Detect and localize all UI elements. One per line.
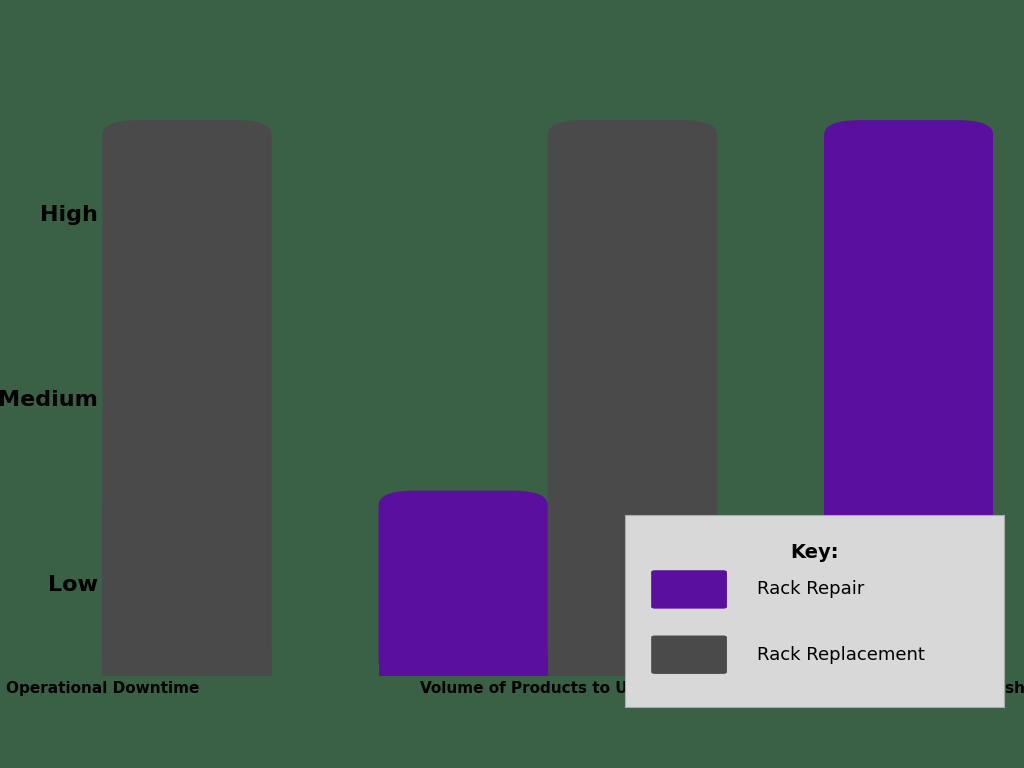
Bar (824, 654, 993, 676)
FancyBboxPatch shape (993, 306, 1024, 676)
Text: Key:: Key: (790, 544, 839, 562)
Text: Rack Replacement: Rack Replacement (758, 646, 925, 664)
FancyBboxPatch shape (651, 570, 727, 608)
FancyBboxPatch shape (0, 491, 102, 676)
FancyBboxPatch shape (379, 491, 548, 676)
FancyBboxPatch shape (102, 120, 271, 676)
Bar (993, 654, 1024, 676)
Bar (548, 654, 717, 676)
Bar (102, 654, 271, 676)
FancyBboxPatch shape (824, 120, 993, 676)
Text: Rack Repair: Rack Repair (758, 581, 864, 598)
FancyBboxPatch shape (548, 120, 717, 676)
Bar (0, 654, 102, 676)
FancyBboxPatch shape (651, 636, 727, 674)
Bar (379, 654, 548, 676)
